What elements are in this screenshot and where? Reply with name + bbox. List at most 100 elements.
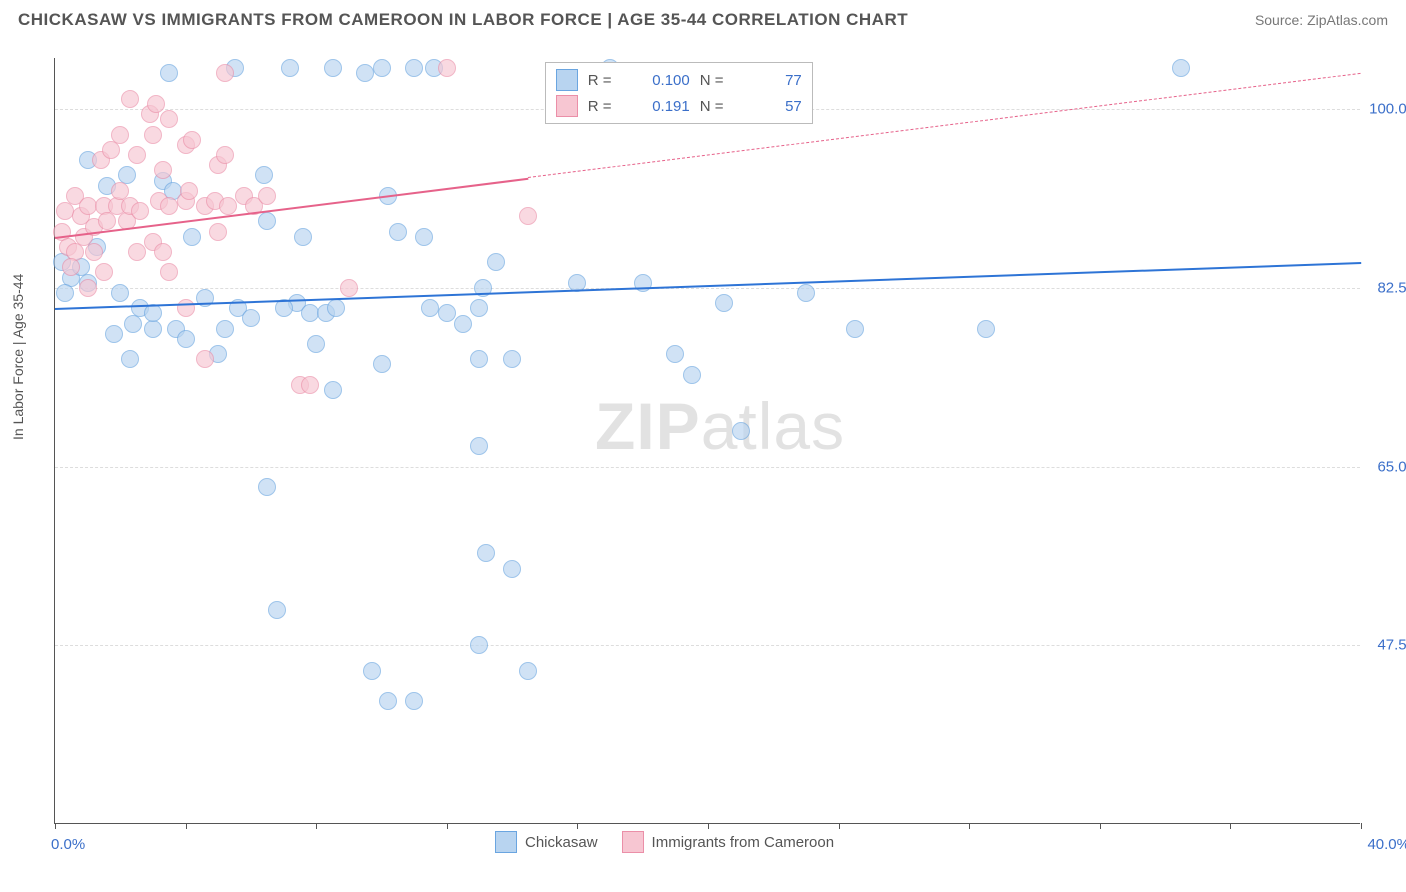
- data-point: [183, 131, 201, 149]
- data-point: [183, 228, 201, 246]
- data-point: [128, 243, 146, 261]
- data-point: [470, 299, 488, 317]
- correlation-legend: R =0.100N =77R =0.191N =57: [545, 62, 813, 124]
- n-value: 77: [746, 72, 802, 89]
- data-point: [56, 284, 74, 302]
- n-label: N =: [700, 98, 736, 115]
- data-point: [519, 207, 537, 225]
- data-point: [105, 325, 123, 343]
- data-point: [144, 126, 162, 144]
- n-value: 57: [746, 98, 802, 115]
- x-tick: [1230, 823, 1231, 829]
- data-point: [219, 197, 237, 215]
- y-tick-label: 47.5%: [1377, 637, 1406, 654]
- data-point: [405, 59, 423, 77]
- data-point: [389, 223, 407, 241]
- x-tick: [1361, 823, 1362, 829]
- data-point: [144, 304, 162, 322]
- data-point: [470, 437, 488, 455]
- x-tick: [316, 823, 317, 829]
- data-point: [258, 478, 276, 496]
- data-point: [56, 202, 74, 220]
- x-tick: [839, 823, 840, 829]
- data-point: [258, 187, 276, 205]
- data-point: [242, 309, 260, 327]
- data-point: [216, 146, 234, 164]
- data-point: [301, 304, 319, 322]
- data-point: [258, 212, 276, 230]
- data-point: [154, 161, 172, 179]
- data-point: [268, 601, 286, 619]
- legend-label: Chickasaw: [525, 834, 598, 851]
- gridline: [55, 467, 1360, 468]
- data-point: [85, 243, 103, 261]
- data-point: [128, 146, 146, 164]
- y-tick-label: 100.0%: [1369, 101, 1406, 118]
- data-point: [180, 182, 198, 200]
- data-point: [503, 350, 521, 368]
- data-point: [160, 110, 178, 128]
- r-label: R =: [588, 98, 624, 115]
- data-point: [294, 228, 312, 246]
- data-point: [209, 223, 227, 241]
- data-point: [255, 166, 273, 184]
- data-point: [519, 662, 537, 680]
- watermark: ZIPatlas: [595, 388, 845, 464]
- data-point: [324, 59, 342, 77]
- data-point: [216, 64, 234, 82]
- data-point: [301, 376, 319, 394]
- data-point: [121, 90, 139, 108]
- legend-item: Immigrants from Cameroon: [622, 831, 835, 853]
- chart-title: CHICKASAW VS IMMIGRANTS FROM CAMEROON IN…: [18, 10, 908, 30]
- data-point: [340, 279, 358, 297]
- data-point: [503, 560, 521, 578]
- legend-swatch: [556, 69, 578, 91]
- data-point: [683, 366, 701, 384]
- x-axis-right-label: 40.0%: [1367, 836, 1406, 853]
- series-legend: Chickasaw Immigrants from Cameroon: [495, 831, 834, 853]
- data-point: [124, 315, 142, 333]
- data-point: [373, 59, 391, 77]
- legend-swatch: [495, 831, 517, 853]
- data-point: [477, 544, 495, 562]
- chart-header: CHICKASAW VS IMMIGRANTS FROM CAMEROON IN…: [0, 0, 1406, 36]
- data-point: [160, 263, 178, 281]
- data-point: [281, 59, 299, 77]
- data-point: [154, 243, 172, 261]
- legend-label: Immigrants from Cameroon: [652, 834, 835, 851]
- data-point: [846, 320, 864, 338]
- data-point: [977, 320, 995, 338]
- data-point: [797, 284, 815, 302]
- gridline: [55, 288, 1360, 289]
- y-tick-label: 82.5%: [1377, 279, 1406, 296]
- x-tick: [708, 823, 709, 829]
- data-point: [177, 330, 195, 348]
- legend-swatch: [556, 95, 578, 117]
- data-point: [356, 64, 374, 82]
- data-point: [438, 304, 456, 322]
- data-point: [363, 662, 381, 680]
- gridline: [55, 645, 1360, 646]
- legend-swatch: [622, 831, 644, 853]
- data-point: [147, 95, 165, 113]
- legend-row: R =0.191N =57: [556, 93, 802, 119]
- data-point: [438, 59, 456, 77]
- chart-source: Source: ZipAtlas.com: [1255, 12, 1388, 28]
- data-point: [79, 279, 97, 297]
- data-point: [160, 197, 178, 215]
- data-point: [144, 320, 162, 338]
- legend-item: Chickasaw: [495, 831, 598, 853]
- data-point: [216, 320, 234, 338]
- data-point: [415, 228, 433, 246]
- data-point: [470, 636, 488, 654]
- x-tick: [186, 823, 187, 829]
- n-label: N =: [700, 72, 736, 89]
- y-axis-label: In Labor Force | Age 35-44: [10, 274, 26, 440]
- x-tick: [447, 823, 448, 829]
- trend-line: [55, 262, 1361, 310]
- x-tick: [577, 823, 578, 829]
- data-point: [405, 692, 423, 710]
- x-tick: [1100, 823, 1101, 829]
- data-point: [102, 141, 120, 159]
- data-point: [307, 335, 325, 353]
